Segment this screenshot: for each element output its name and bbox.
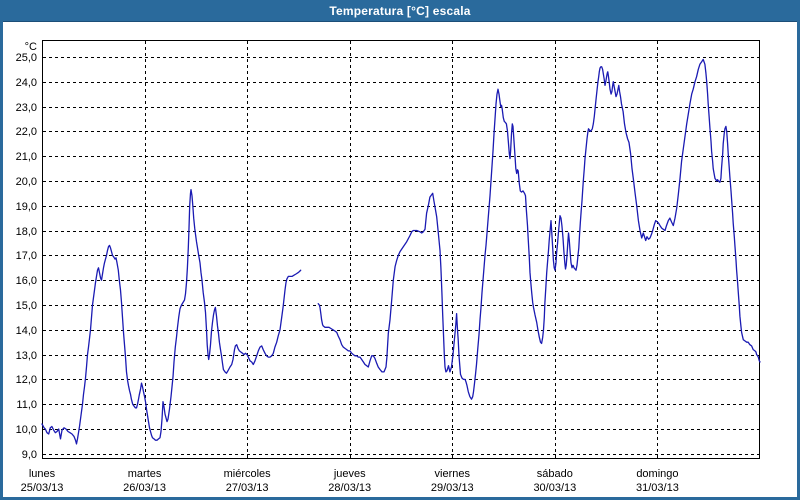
x-date-label: 29/03/13 — [431, 482, 474, 494]
y-tick-label: 23,0 — [16, 102, 37, 114]
x-day-label: miércoles — [224, 468, 272, 480]
x-day-label: viernes — [435, 468, 471, 480]
y-tick-label: 10,0 — [16, 424, 37, 436]
y-tick-label: 19,0 — [16, 201, 37, 213]
x-date-label: 30/03/13 — [533, 482, 576, 494]
y-tick-label: 22,0 — [16, 126, 37, 138]
y-tick-label: 20,0 — [16, 176, 37, 188]
y-tick-label: 24,0 — [16, 77, 37, 89]
x-date-label: 25/03/13 — [21, 482, 64, 494]
y-tick-label: 16,0 — [16, 275, 37, 287]
x-date-label: 27/03/13 — [226, 482, 269, 494]
series-line — [317, 58, 761, 400]
window-titlebar[interactable]: Temperatura [°C] escala — [0, 0, 800, 22]
y-tick-label: 21,0 — [16, 151, 37, 163]
y-tick-label: 12,0 — [16, 374, 37, 386]
x-day-label: lunes — [29, 468, 56, 480]
y-tick-label: 13,0 — [16, 350, 37, 362]
y-tick-label: 11,0 — [16, 399, 37, 411]
x-date-label: 26/03/13 — [123, 482, 166, 494]
y-tick-label: 15,0 — [16, 300, 37, 312]
x-day-label: martes — [128, 468, 162, 480]
series-line — [41, 188, 302, 445]
x-day-label: domingo — [636, 468, 678, 480]
x-day-label: sábado — [537, 468, 573, 480]
plot-border — [42, 40, 760, 459]
y-tick-label: 14,0 — [16, 325, 37, 337]
y-tick-label: 17,0 — [16, 250, 37, 262]
y-tick-label: 25,0 — [16, 52, 37, 64]
x-date-label: 31/03/13 — [636, 482, 679, 494]
y-tick-label: 18,0 — [16, 226, 37, 238]
window-title: Temperatura [°C] escala — [329, 3, 471, 18]
y-axis-unit-label: °C — [25, 41, 37, 53]
x-day-label: jueves — [333, 468, 366, 480]
x-date-label: 28/03/13 — [328, 482, 371, 494]
y-tick-label: 9,0 — [22, 449, 37, 461]
